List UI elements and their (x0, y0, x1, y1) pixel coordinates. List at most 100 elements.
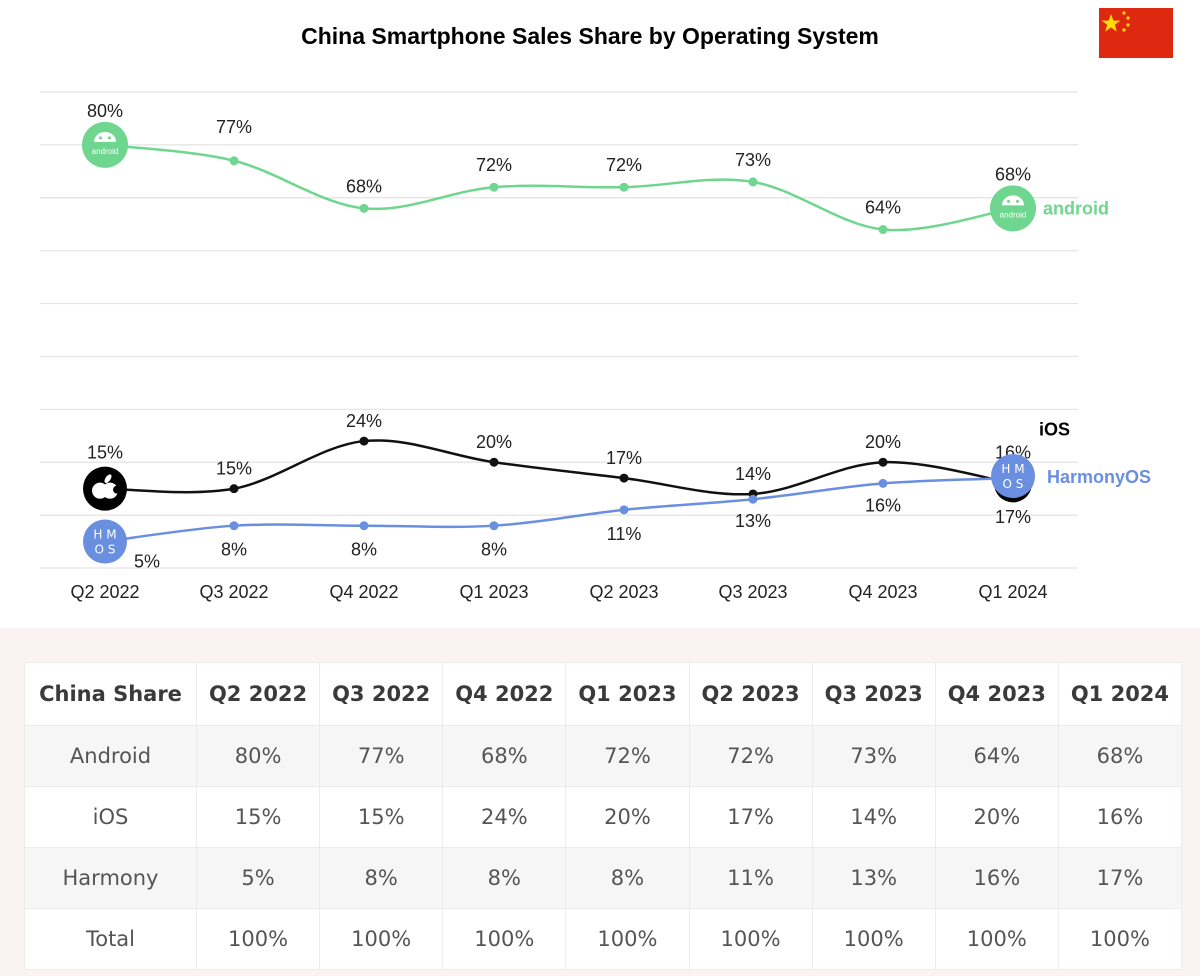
android-robot-icon (990, 185, 1036, 232)
data-label: 72% (606, 155, 642, 175)
data-label: 72% (476, 155, 512, 175)
legend-label-android: android (1043, 198, 1109, 218)
table-row: Android 80% 77% 68% 72% 72% 73% 64% 68% (24, 725, 1183, 787)
table-cell: 100% (688, 908, 813, 970)
data-label: 68% (346, 176, 382, 196)
data-label: 77% (216, 117, 252, 137)
apple-bite (113, 485, 121, 494)
table-header-cell: Q1 2023 (565, 662, 690, 726)
data-point (489, 521, 499, 531)
table-cell: 72% (565, 725, 690, 787)
table-cell: 73% (811, 725, 936, 787)
data-label: 20% (865, 432, 901, 452)
data-label: 20% (476, 432, 512, 452)
table-cell: 15% (195, 786, 321, 848)
series-line-android (104, 143, 1014, 232)
x-tick-label: Q1 2023 (459, 582, 528, 602)
data-label: 8% (221, 540, 247, 560)
data-point (748, 494, 758, 504)
android-icon-text: android (1000, 210, 1027, 219)
table-cell: 17% (688, 786, 813, 848)
table-cell: 77% (319, 725, 444, 787)
x-tick-label: Q3 2022 (199, 582, 268, 602)
table-header-cell: Q1 2024 (1057, 662, 1183, 726)
table-cell: Android (24, 725, 197, 787)
data-label: 13% (735, 511, 771, 531)
android-head (94, 131, 117, 142)
table-cell: 16% (1057, 786, 1183, 848)
table-cell: 20% (934, 786, 1059, 848)
data-point (489, 457, 499, 467)
data-label: 15% (216, 459, 252, 479)
data-label: 5% (134, 552, 160, 572)
table-header-cell: China Share (24, 662, 197, 726)
hmos-icon-text: H M (93, 528, 116, 542)
series-line-harmonyos (104, 476, 1014, 543)
data-label: 73% (735, 150, 771, 170)
table-section: China Share Q2 2022 Q3 2022 Q4 2022 Q1 2… (0, 628, 1200, 976)
table-cell: 20% (565, 786, 690, 848)
data-point (748, 177, 758, 187)
chart-area: China Smartphone Sales Share by Operatin… (40, 8, 1173, 602)
data-label: 8% (351, 540, 377, 560)
data-label: 16% (865, 495, 901, 515)
table-cell: 100% (195, 908, 321, 970)
hmos-icon (991, 454, 1035, 499)
data-label: 64% (865, 198, 901, 218)
table-header-cell: Q3 2023 (811, 662, 936, 726)
table-cell: 72% (688, 725, 813, 787)
data-point (619, 505, 629, 515)
table-cell: 100% (1057, 908, 1183, 970)
data-label: 11% (607, 524, 642, 544)
data-point (878, 478, 888, 488)
android-icon-text: android (92, 147, 119, 156)
table-row: iOS 15% 15% 24% 20% 17% 14% 20% 16% (24, 786, 1183, 848)
data-label: 24% (346, 411, 382, 431)
data-point (359, 521, 369, 531)
table-header-cell: Q2 2023 (688, 662, 813, 726)
android-eye (1016, 199, 1019, 203)
x-tick-label: Q2 2023 (589, 582, 658, 602)
table-cell: 68% (1057, 725, 1183, 787)
data-label: 8% (481, 540, 507, 560)
x-tick-label: Q4 2023 (848, 582, 917, 602)
table-cell: 8% (319, 847, 444, 909)
android-eye (99, 136, 102, 140)
table-cell: Harmony (24, 847, 197, 909)
table-cell: 8% (565, 847, 690, 909)
table-cell: 64% (934, 725, 1059, 787)
hmos-icon-text: O S (95, 543, 116, 557)
table-header-cell: Q3 2022 (319, 662, 444, 726)
data-label: 17% (606, 448, 642, 468)
x-tick-label: Q4 2022 (329, 582, 398, 602)
table-cell: iOS (24, 786, 197, 848)
x-tick-label: Q1 2024 (978, 582, 1047, 602)
table-cell: 24% (442, 786, 567, 848)
data-point (619, 182, 629, 192)
table-cell: 17% (1057, 847, 1183, 909)
china-flag-icon (1099, 8, 1173, 58)
table-cell: 14% (811, 786, 936, 848)
data-point (229, 521, 239, 531)
table-cell: 100% (442, 908, 567, 970)
table-cell: 13% (811, 847, 936, 909)
table-row: Harmony 5% 8% 8% 8% 11% 13% 16% 17% (24, 847, 1183, 909)
table-header-cell: Q4 2022 (442, 662, 567, 726)
chart-title: China Smartphone Sales Share by Operatin… (301, 23, 879, 49)
hmos-icon (83, 519, 127, 564)
apple-shape (102, 482, 118, 499)
table-cell: 80% (195, 725, 321, 787)
data-label: 80% (87, 101, 123, 121)
apple-leaf (104, 474, 112, 484)
data-point (619, 473, 629, 483)
line-chart: China Smartphone Sales Share by Operatin… (40, 23, 1151, 602)
data-point (359, 203, 369, 213)
data-point (359, 436, 369, 446)
x-tick-label: Q2 2022 (70, 582, 139, 602)
table-cell: 8% (442, 847, 567, 909)
data-label: 68% (995, 164, 1031, 184)
data-label: 15% (87, 443, 123, 463)
table-cell: 11% (688, 847, 813, 909)
table-row: Total 100% 100% 100% 100% 100% 100% 100%… (24, 908, 1183, 970)
legend-label-harmonyos: HarmonyOS (1047, 467, 1151, 487)
